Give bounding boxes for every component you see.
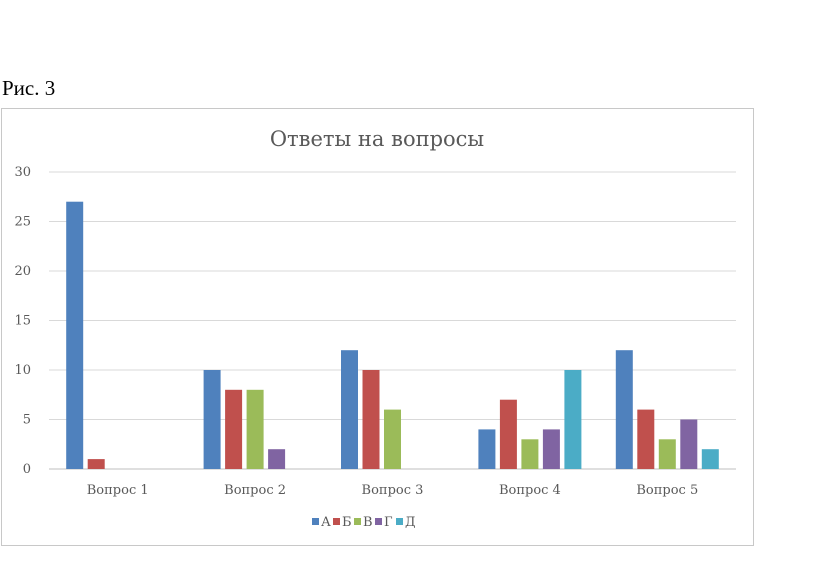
y-tick-label: 20 [14,264,31,279]
legend-label: Д [405,515,416,530]
y-tick-label: 25 [14,215,31,230]
bars [66,201,719,469]
bar [499,399,517,469]
bar [87,459,105,469]
legend-label: А [321,515,331,530]
bar [225,389,243,469]
legend-swatch [354,518,361,525]
y-tick-label: 30 [14,165,31,180]
x-axis-labels: Вопрос 1 Вопрос 2 Вопрос 3 Вопрос 4 Вопрос 5 [87,483,698,498]
bar [246,389,264,469]
x-tick-label: Вопрос 4 [499,483,561,498]
bar [564,370,582,469]
legend-label: Г [384,515,393,530]
bar [658,439,676,469]
y-tick-label: 15 [14,314,31,329]
bar [268,449,286,469]
bar [701,449,719,469]
chart-title: Ответы на вопросы [270,127,484,151]
y-tick-label: 5 [23,413,31,428]
figure-caption: Рис. 3 [2,76,56,100]
bar [521,439,539,469]
y-axis-ticks: 0 5 10 15 20 25 30 [14,165,31,477]
bar [680,419,698,469]
x-tick-label: Вопрос 1 [87,483,149,498]
legend-label: В [363,515,373,530]
legend-swatch [312,518,319,525]
x-tick-label: Вопрос 3 [362,483,424,498]
legend-swatch [375,518,382,525]
bar [362,370,380,469]
bar [615,350,633,469]
x-tick-label: Вопрос 5 [636,483,698,498]
bar [384,409,401,469]
y-tick-label: 0 [23,462,31,477]
gridlines [49,171,736,470]
x-tick-label: Вопрос 2 [224,483,286,498]
legend-swatch [333,518,340,525]
legend-swatch [396,518,403,525]
bar [542,429,560,469]
legend-label: Б [342,515,352,530]
bar [203,370,221,469]
y-tick-label: 10 [14,363,31,378]
bar [478,429,496,469]
bar [637,409,655,469]
bar [66,201,84,469]
bar [341,350,358,469]
